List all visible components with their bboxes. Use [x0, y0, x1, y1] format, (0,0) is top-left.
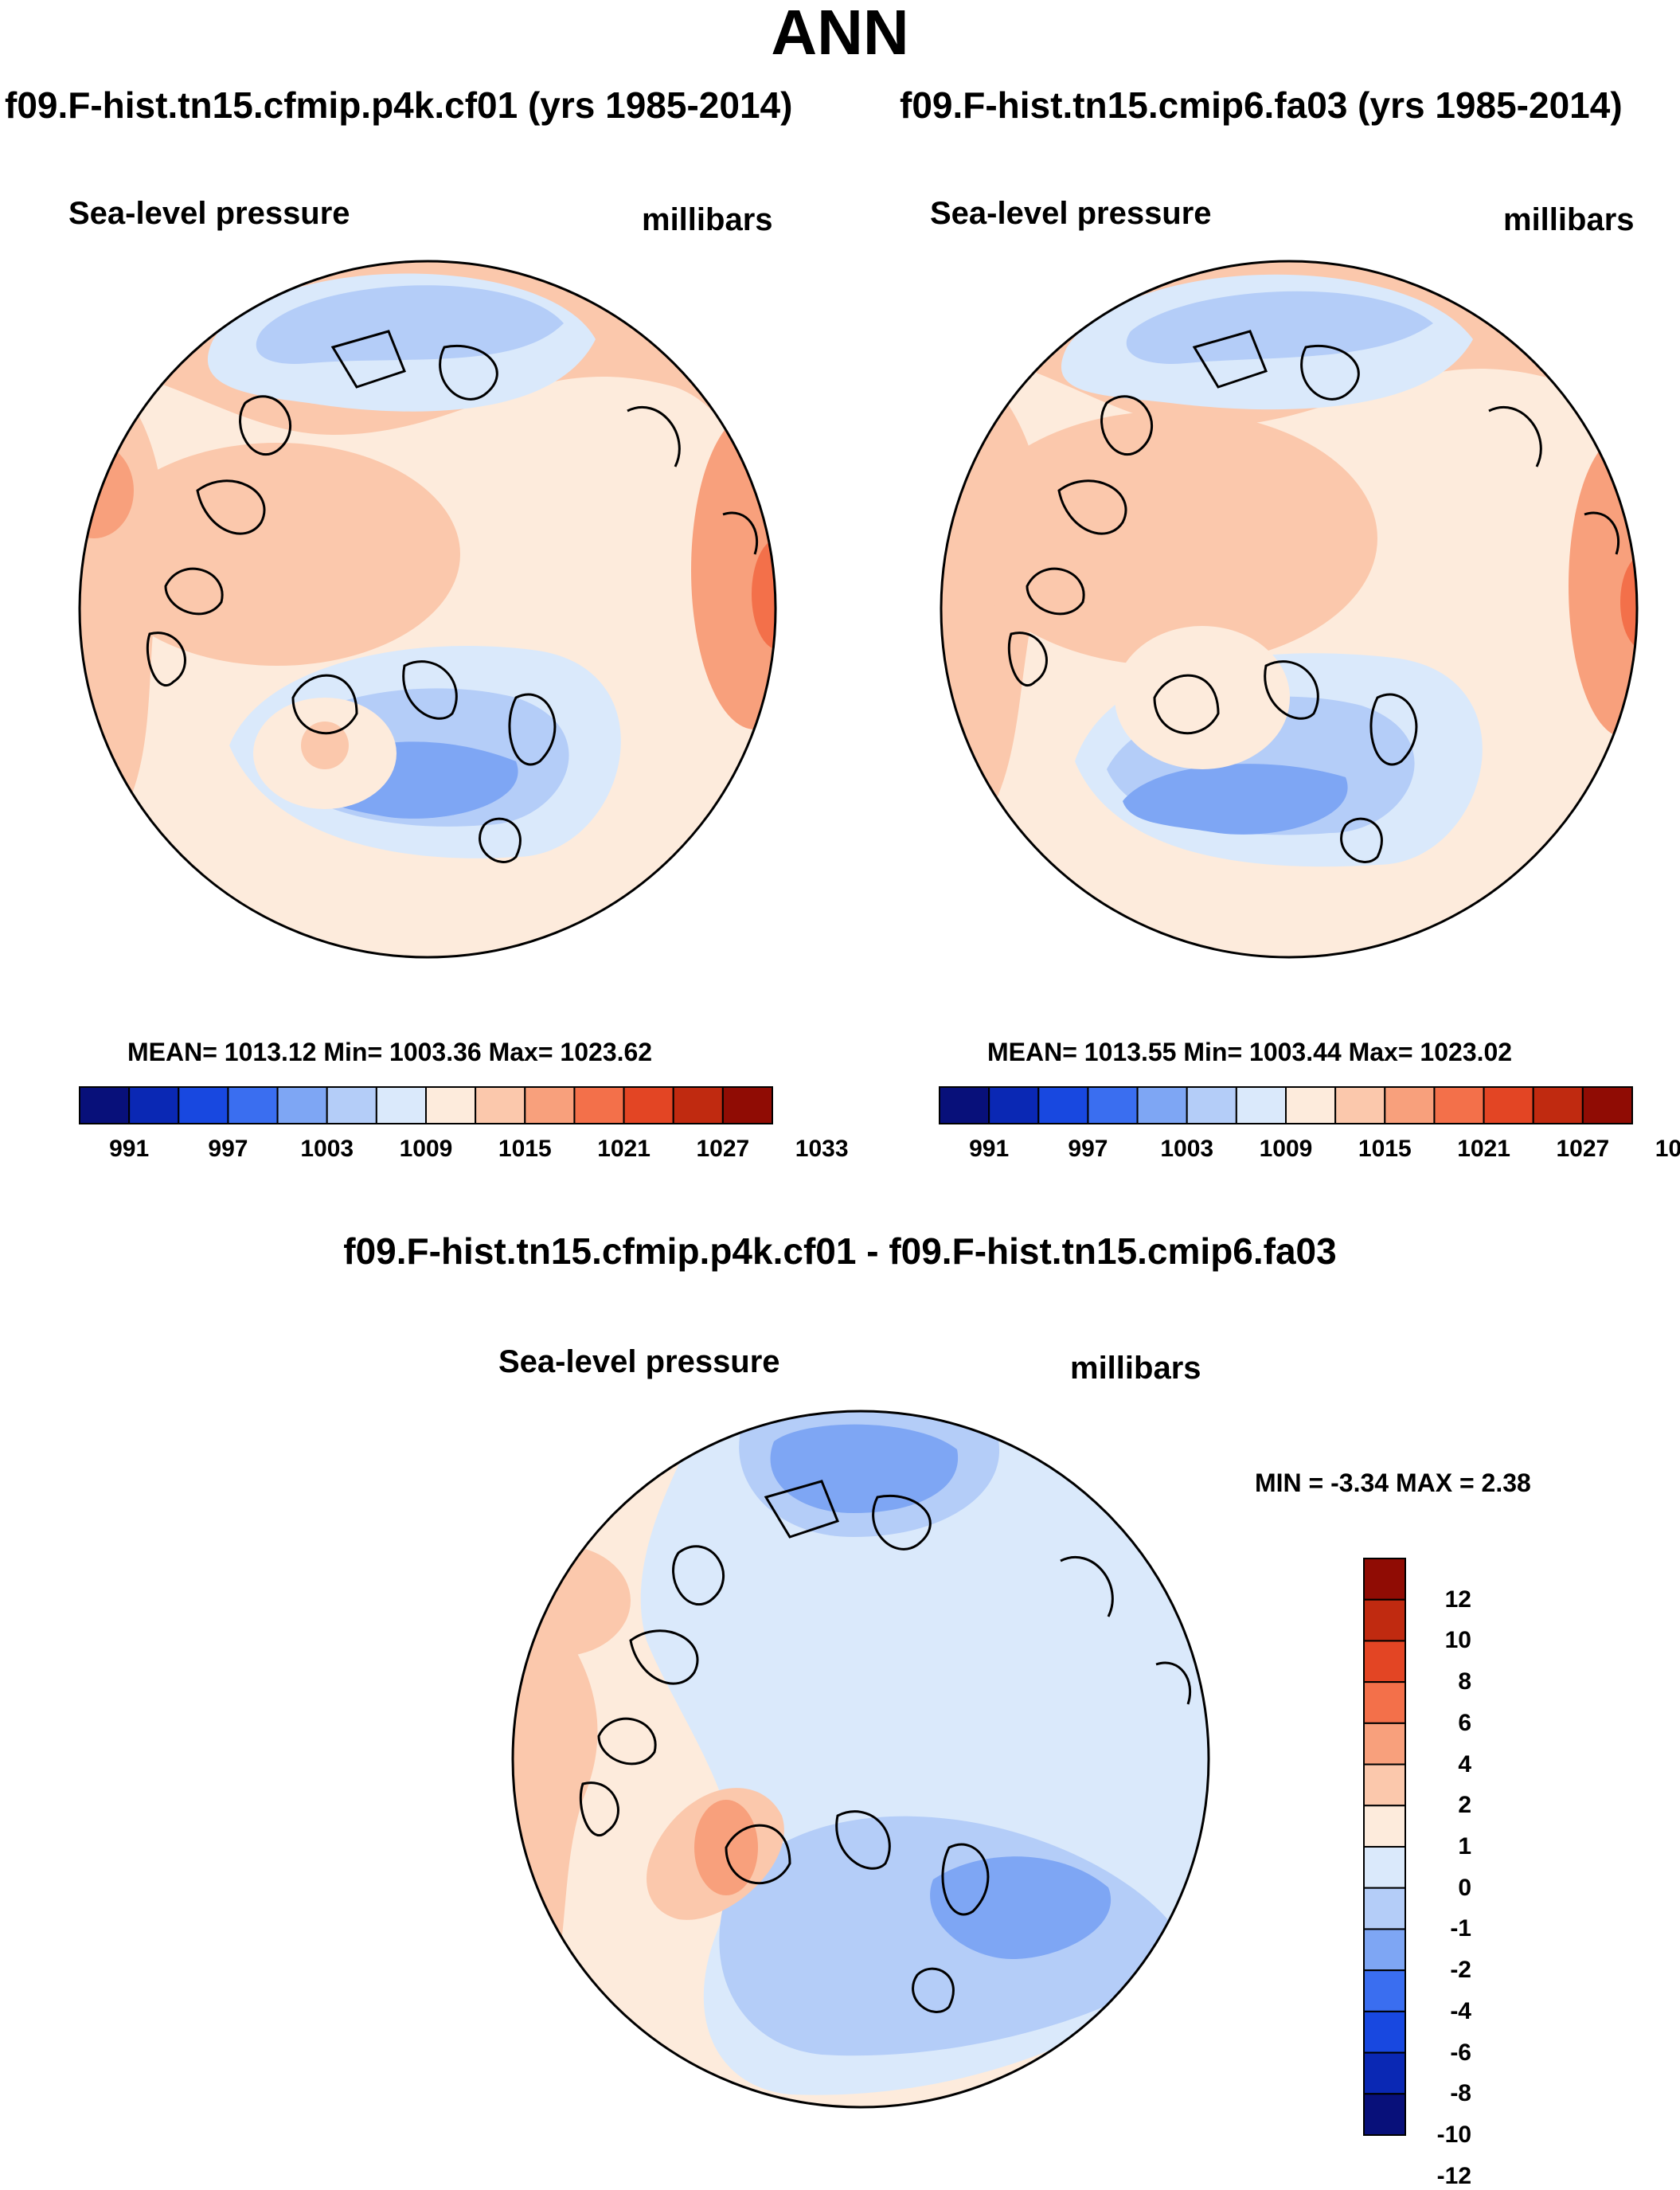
- colorbar-swatch: [1363, 2093, 1406, 2136]
- diff-colorbar: [1363, 1558, 1406, 2136]
- diff-polar-map: [511, 1410, 1210, 2109]
- colorbar-swatch: [1363, 1722, 1406, 1766]
- colorbar-swatch: [1363, 1928, 1406, 1972]
- diff-stats: MIN = -3.34 MAX = 2.38: [1255, 1468, 1531, 1497]
- colorbar-tick-label: 1: [1458, 1833, 1471, 1860]
- colorbar-tick-label: -10: [1436, 2122, 1471, 2148]
- colorbar-swatch: [721, 1086, 773, 1124]
- panel2-case-title: f09.F-hist.tn15.cmip6.fa03 (yrs 1985-201…: [900, 84, 1623, 126]
- panel2-variable-label: Sea-level pressure: [930, 196, 1212, 231]
- colorbar-swatch: [672, 1086, 724, 1124]
- panel1-stats: MEAN= 1013.12 Min= 1003.36 Max= 1023.62: [127, 1038, 653, 1066]
- panel2-polar-map: [940, 260, 1639, 959]
- colorbar-swatch: [79, 1086, 131, 1124]
- colorbar-tick-label: 991: [969, 1136, 1010, 1162]
- panel2-units-label: millibars: [1503, 202, 1635, 237]
- colorbar-tick-label: 1027: [696, 1136, 750, 1162]
- colorbar-swatch: [1363, 1763, 1406, 1807]
- colorbar-tick-label: 2: [1458, 1792, 1471, 1819]
- colorbar-swatch: [1363, 1558, 1406, 1601]
- colorbar-tick-label: 997: [1068, 1136, 1108, 1162]
- colorbar-tick-label: 1009: [399, 1136, 453, 1162]
- colorbar-tick-label: -12: [1436, 2162, 1471, 2189]
- colorbar-tick-label: 4: [1458, 1750, 1471, 1777]
- colorbar-swatch: [375, 1086, 427, 1124]
- colorbar-swatch: [1136, 1086, 1188, 1124]
- colorbar-swatch: [1363, 2010, 1406, 2054]
- colorbar-tick-label: 8: [1458, 1668, 1471, 1695]
- colorbar-swatch: [1363, 1598, 1406, 1642]
- colorbar-swatch: [988, 1086, 1040, 1124]
- colorbar-tick-label: 10: [1444, 1627, 1471, 1654]
- colorbar-swatch: [573, 1086, 625, 1124]
- colorbar-swatch: [1334, 1086, 1386, 1124]
- panel1-units-label: millibars: [642, 202, 773, 237]
- colorbar-swatch: [227, 1086, 279, 1124]
- colorbar-swatch: [1532, 1086, 1584, 1124]
- colorbar-tick-label: -8: [1450, 2080, 1471, 2107]
- colorbar-tick-label: 1033: [1655, 1136, 1680, 1162]
- colorbar-swatch: [1384, 1086, 1436, 1124]
- colorbar-swatch: [1363, 1846, 1406, 1889]
- colorbar-tick-label: 1009: [1259, 1136, 1313, 1162]
- panel1-polar-map: [78, 260, 777, 959]
- colorbar-tick-label: 1003: [1160, 1136, 1214, 1162]
- colorbar-tick-label: -2: [1450, 1957, 1471, 1984]
- colorbar-swatch: [178, 1086, 229, 1124]
- panel1-case-title: f09.F-hist.tn15.cfmip.p4k.cf01 (yrs 1985…: [5, 84, 793, 126]
- panel2-stats: MEAN= 1013.55 Min= 1003.44 Max= 1023.02: [987, 1038, 1513, 1066]
- colorbar-tick-label: 1021: [1457, 1136, 1510, 1162]
- diff-units-label: millibars: [1070, 1351, 1201, 1386]
- colorbar-swatch: [939, 1086, 990, 1124]
- panel2-colorbar: [939, 1086, 1633, 1124]
- colorbar-tick-label: 1015: [498, 1136, 552, 1162]
- colorbar-swatch: [1363, 1887, 1406, 1930]
- colorbar-tick-label: 6: [1458, 1709, 1471, 1736]
- colorbar-tick-label: 12: [1444, 1586, 1471, 1613]
- colorbar-swatch: [1285, 1086, 1337, 1124]
- colorbar-swatch: [326, 1086, 377, 1124]
- colorbar-tick-label: 1003: [300, 1136, 354, 1162]
- colorbar-tick-label: -1: [1450, 1915, 1471, 1942]
- colorbar-swatch: [1433, 1086, 1485, 1124]
- colorbar-tick-label: -4: [1450, 1997, 1471, 2024]
- colorbar-tick-label: 991: [109, 1136, 150, 1162]
- colorbar-swatch: [1363, 1805, 1406, 1848]
- colorbar-swatch: [128, 1086, 180, 1124]
- colorbar-tick-label: 1015: [1358, 1136, 1412, 1162]
- colorbar-swatch: [276, 1086, 328, 1124]
- colorbar-swatch: [1363, 2051, 1406, 2095]
- colorbar-swatch: [1235, 1086, 1287, 1124]
- colorbar-swatch: [1363, 1681, 1406, 1724]
- colorbar-tick-label: 997: [208, 1136, 248, 1162]
- colorbar-tick-label: 0: [1458, 1874, 1471, 1901]
- colorbar-swatch: [1087, 1086, 1139, 1124]
- colorbar-swatch: [1363, 1640, 1406, 1684]
- colorbar-swatch: [425, 1086, 477, 1124]
- colorbar-swatch: [1483, 1086, 1534, 1124]
- main-title: ANN: [771, 0, 909, 68]
- colorbar-swatch: [1186, 1086, 1237, 1124]
- diff-variable-label: Sea-level pressure: [498, 1344, 780, 1379]
- colorbar-swatch: [475, 1086, 526, 1124]
- colorbar-tick-label: 1027: [1556, 1136, 1610, 1162]
- colorbar-tick-label: -6: [1450, 2039, 1471, 2066]
- colorbar-swatch: [1037, 1086, 1089, 1124]
- colorbar-tick-label: 1033: [795, 1136, 849, 1162]
- colorbar-swatch: [524, 1086, 576, 1124]
- colorbar-swatch: [623, 1086, 674, 1124]
- diff-title: f09.F-hist.tn15.cfmip.p4k.cf01 - f09.F-h…: [343, 1230, 1337, 1272]
- colorbar-swatch: [1363, 1969, 1406, 2012]
- panel1-variable-label: Sea-level pressure: [68, 196, 350, 231]
- panel1-colorbar: [79, 1086, 773, 1124]
- colorbar-tick-label: 1021: [597, 1136, 651, 1162]
- colorbar-swatch: [1581, 1086, 1633, 1124]
